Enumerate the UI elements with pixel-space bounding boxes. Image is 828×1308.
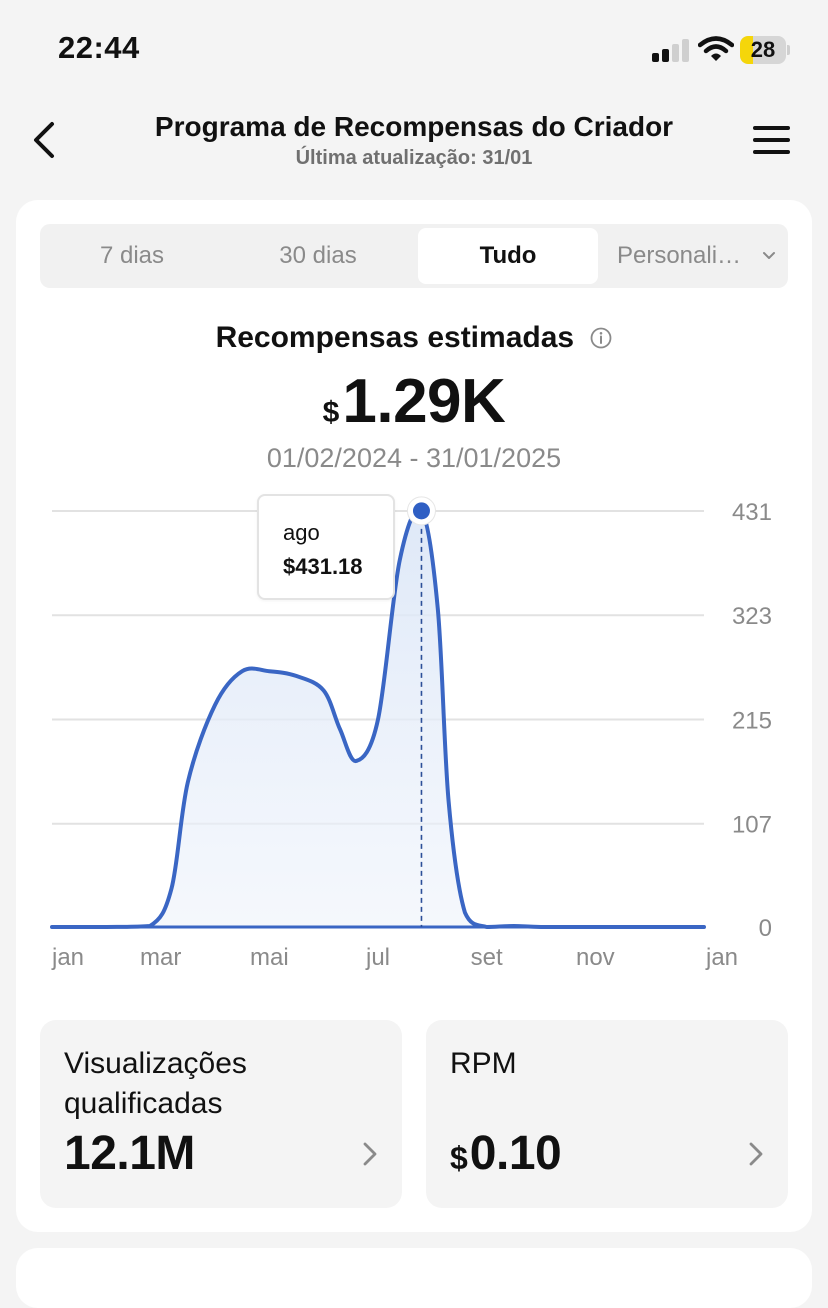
x-tick-label: mai	[250, 944, 289, 971]
chevron-down-icon[interactable]	[762, 249, 776, 263]
chevron-right-icon[interactable]	[746, 1140, 766, 1168]
last-updated: Última atualização: 31/01	[295, 147, 533, 169]
estimated-rewards-value: $1.29K	[16, 366, 812, 437]
tab-7-days[interactable]: 7 dias	[99, 242, 165, 269]
qualified-views-amount: 12.1M	[64, 1127, 195, 1180]
period-tabs: 7 dias 30 dias Tudo Personali…	[40, 224, 788, 288]
qualified-views-card[interactable]: Visualizações qualificadas 12.1M	[40, 1020, 402, 1208]
series-line	[50, 507, 706, 929]
rewards-card: 7 dias 30 dias Tudo Personali… Recompens…	[16, 200, 812, 1232]
currency-symbol: $	[322, 396, 340, 429]
date-range: 01/02/2024 - 31/01/2025	[266, 443, 562, 473]
info-icon[interactable]	[590, 327, 612, 349]
tooltip-month: ago	[283, 520, 320, 545]
x-tick-label: jan	[705, 944, 738, 971]
x-tick-label: nov	[576, 944, 615, 971]
battery-icon: 28	[740, 36, 790, 64]
series-area	[52, 509, 704, 927]
y-tick-label: 431	[732, 499, 772, 526]
qualified-views-value: 12.1M	[64, 1126, 195, 1181]
cellular-signal-icon	[652, 38, 690, 62]
wifi-icon	[698, 36, 734, 61]
y-tick-label: 107	[732, 812, 772, 839]
x-tick-label: jul	[365, 944, 390, 971]
status-bar: 22:44 28	[0, 0, 828, 100]
x-tick-label: set	[471, 944, 503, 971]
status-time: 22:44	[58, 30, 140, 65]
next-card	[16, 1248, 812, 1308]
back-icon[interactable]	[26, 118, 66, 162]
rewards-amount: 1.29K	[342, 367, 506, 436]
rpm-value: $0.10	[450, 1126, 562, 1181]
x-tick-label: jan	[51, 944, 84, 971]
rewards-chart[interactable]: jan mar mai jul set nov jan 0 107 215 323 431	[16, 480, 812, 980]
tab-all[interactable]: Tudo	[418, 228, 598, 284]
rpm-currency: $	[450, 1140, 468, 1176]
x-tick-label: mar	[140, 944, 181, 971]
rpm-amount: 0.10	[469, 1127, 562, 1180]
nav-header: Programa de Recompensas do Criador Últim…	[0, 100, 828, 190]
highlight-point[interactable]	[412, 502, 430, 520]
chart-tooltip: ago $431.18	[257, 494, 395, 600]
y-tick-label: 0	[759, 915, 772, 942]
estimated-rewards-text: Recompensas estimadas	[215, 321, 575, 355]
rpm-card[interactable]: RPM $0.10	[426, 1020, 788, 1208]
page-title: Programa de Recompensas do Criador	[154, 111, 674, 142]
estimated-rewards-label: Recompensas estimadas	[16, 320, 812, 355]
y-tick-label: 323	[732, 603, 772, 630]
tooltip-value: $431.18	[283, 554, 363, 579]
chevron-right-icon[interactable]	[360, 1140, 380, 1168]
battery-level: 28	[750, 37, 776, 62]
tab-custom[interactable]: Personali…	[616, 242, 742, 269]
qualified-views-title: Visualizações qualificadas	[64, 1047, 247, 1120]
rpm-title: RPM	[450, 1047, 517, 1080]
tab-30-days[interactable]: 30 dias	[279, 242, 357, 269]
y-tick-label: 215	[732, 707, 772, 734]
menu-icon[interactable]	[750, 122, 794, 158]
